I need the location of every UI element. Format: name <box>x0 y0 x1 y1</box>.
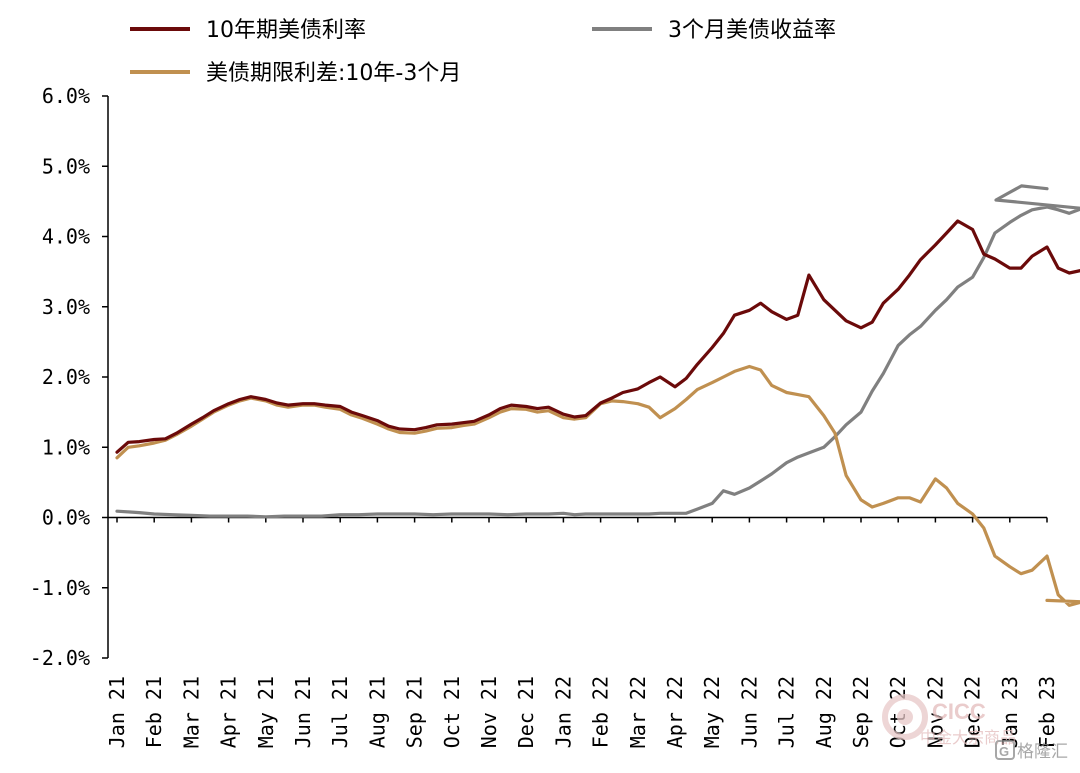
x-tick-label: Dec 21 <box>514 676 538 748</box>
y-axis-ticks: 6.0% 5.0% 4.0% 3.0% 2.0% 1.0% 0.0% -1.0% -2.0% <box>30 84 108 670</box>
x-tick-label: Jan 23 <box>998 676 1022 748</box>
x-tick-label: Apr 22 <box>663 676 687 748</box>
y-tick-label: -1.0% <box>30 576 90 600</box>
legend-item-spread: 美债期限利差:10年-3个月 <box>130 61 461 86</box>
x-tick-label: Dec 22 <box>961 676 985 748</box>
x-tick-label: May 21 <box>254 676 278 748</box>
cicc-logo <box>882 694 928 740</box>
x-tick-label: Oct 21 <box>440 676 464 748</box>
legend-item-3m: 3个月美债收益率 <box>592 18 836 43</box>
x-tick-label: Jun 21 <box>291 676 315 748</box>
x-tick-label: Nov 21 <box>477 676 501 748</box>
legend-label-spread: 美债期限利差:10年-3个月 <box>206 61 461 86</box>
y-tick-label: 0.0% <box>42 506 90 530</box>
watermark-brand-en: CICC <box>932 699 986 724</box>
x-tick-label: Aug 21 <box>365 676 389 748</box>
x-tick-label: Sep 22 <box>849 676 873 748</box>
x-axis-ticks: Jan 21 Feb 21 Mar 21 Apr 21 May 21 Jun 21 Jul … <box>105 517 1059 748</box>
x-tick-label: Jul 21 <box>328 676 352 748</box>
series-line-spread <box>115 364 1080 607</box>
y-tick-label: 5.0% <box>42 154 90 178</box>
y-tick-label: 1.0% <box>42 435 90 459</box>
x-tick-label: Jan 21 <box>105 676 129 748</box>
x-tick-label: Apr 21 <box>217 676 241 748</box>
x-tick-label: Jun 22 <box>737 676 761 748</box>
x-tick-label: Jan 22 <box>551 676 575 748</box>
x-tick-label: Aug 22 <box>812 676 836 748</box>
x-tick-label: Feb 21 <box>142 676 166 748</box>
watermark: CICC 中金大宗商品 G 格隆汇 <box>882 694 1068 761</box>
y-tick-label: 2.0% <box>42 365 90 389</box>
watermark-source: 格隆汇 <box>1017 742 1068 761</box>
y-tick-label: 6.0% <box>42 84 90 108</box>
legend-item-10y: 10年期美债利率 <box>130 18 366 43</box>
watermark-brand-cn: 中金大宗商品 <box>920 729 1016 747</box>
legend-label-10y: 10年期美债利率 <box>206 18 366 43</box>
x-tick-label: Mar 21 <box>179 676 203 748</box>
x-tick-label: Mar 22 <box>626 676 650 748</box>
x-tick-label: Sep 21 <box>403 676 427 748</box>
x-tick-label: Feb 23 <box>1035 676 1059 748</box>
series-group <box>115 184 1080 607</box>
legend-label-3m: 3个月美债收益率 <box>668 18 836 43</box>
svg-text:G: G <box>999 744 1009 759</box>
series-line-10y <box>115 219 1080 454</box>
y-tick-label: 3.0% <box>42 295 90 319</box>
x-tick-label: Jul 22 <box>775 676 799 748</box>
gelonghui-logo: G <box>995 740 1015 760</box>
series-line-3m <box>115 184 1080 519</box>
y-tick-label: -2.0% <box>30 646 90 670</box>
y-tick-label: 4.0% <box>42 225 90 249</box>
chart-legend: 10年期美债利率 3个月美债收益率 美债期限利差:10年-3个月 <box>130 18 836 86</box>
x-tick-label: Feb 22 <box>589 676 613 748</box>
x-tick-label: May 22 <box>700 676 724 748</box>
